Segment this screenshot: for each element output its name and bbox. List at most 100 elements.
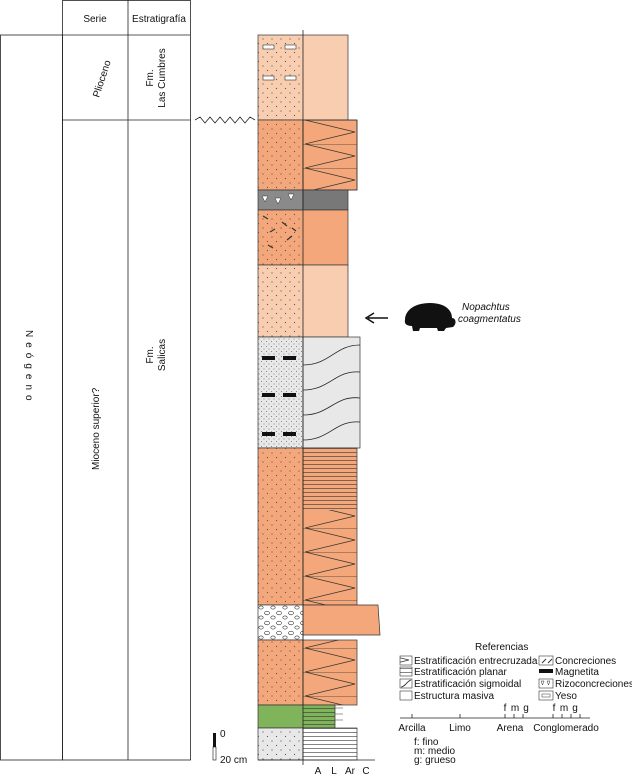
- shape: [538, 655, 554, 666]
- header-serie: Serie: [83, 14, 107, 25]
- shape: [283, 432, 296, 436]
- ticks: [335, 707, 343, 721]
- formation-line: Fm.: [145, 346, 156, 363]
- arrow: [364, 312, 388, 324]
- legend-item: Rizoconcreciones: [555, 679, 632, 690]
- cross-bedding: [303, 640, 357, 705]
- lithology: [258, 265, 303, 337]
- shape: [399, 655, 413, 666]
- sub-class: f: [553, 703, 556, 714]
- cross-bedding: [303, 510, 357, 605]
- sigmoidal: [302, 344, 361, 441]
- shape: [399, 666, 413, 677]
- formation-line: Fm.: [145, 69, 156, 86]
- sub-class: f: [504, 703, 507, 714]
- structure: [302, 604, 381, 636]
- grain-class: Arena: [497, 723, 524, 734]
- series-label: Mioceno superior?: [91, 387, 102, 470]
- legend-item: Concreciones: [555, 656, 616, 667]
- planar: [303, 728, 357, 760]
- formation-line: Salicas: [157, 339, 168, 371]
- structure: [302, 189, 349, 211]
- legend: Referencias Estratificación entrecruzada…: [399, 642, 632, 702]
- planar: [303, 705, 335, 728]
- lithology: [258, 448, 303, 605]
- legend-item: Estratificación planar: [414, 667, 507, 678]
- fossil-name: Nopachtus coagmentatus: [458, 302, 521, 325]
- unconformity: [194, 116, 256, 124]
- legend-title: Referencias: [475, 642, 528, 653]
- sub-class: m: [511, 703, 519, 714]
- grain-axis-label: A: [315, 766, 322, 777]
- shape: [399, 690, 413, 701]
- shape: [262, 75, 275, 81]
- shape: [262, 432, 275, 436]
- shape: [539, 669, 553, 673]
- fossil-line: coagmentatus: [458, 314, 521, 325]
- sub-class: g: [572, 703, 578, 714]
- shape: [262, 356, 275, 360]
- shape: [540, 680, 551, 686]
- lithology: [258, 728, 303, 760]
- rhizoconcretions: [261, 193, 295, 205]
- structure: [302, 336, 361, 449]
- concretions: [262, 215, 297, 249]
- lithology: [258, 210, 303, 265]
- shape: [538, 678, 554, 689]
- formation-line: Las Cumbres: [157, 48, 168, 107]
- fossil-marker: Nopachtus coagmentatus: [364, 302, 521, 331]
- scale-bar: 0 20 cm: [212, 729, 247, 766]
- sub-class: g: [523, 703, 529, 714]
- era-label: Neógeno: [23, 330, 34, 406]
- lithology: [258, 337, 303, 448]
- scale-label: 0: [220, 729, 226, 740]
- lithology: [258, 640, 303, 705]
- grain-class: Conglomerado: [533, 723, 599, 734]
- strat-column: A L Ar C: [257, 30, 381, 777]
- conglomerate: [258, 605, 303, 640]
- formation-label: Fm.Las Cumbres: [145, 48, 168, 107]
- shape: [284, 75, 297, 81]
- shape: [284, 44, 297, 50]
- cross-bedding: [302, 119, 358, 191]
- legend-item: Estratificación sigmoidal: [414, 679, 521, 690]
- grain-axis-label: C: [362, 766, 369, 777]
- gypsum: [262, 44, 297, 81]
- shape: [213, 733, 216, 747]
- grain-axis-label: L: [331, 766, 337, 777]
- legend-item: Magnetita: [555, 667, 599, 678]
- formation-label: Fm.Salicas: [145, 339, 168, 371]
- shape: [262, 393, 275, 397]
- legend-item: Yeso: [555, 691, 577, 702]
- fossil-line: Nopachtus: [462, 302, 510, 313]
- grain-class: Limo: [449, 723, 471, 734]
- shape: [411, 714, 581, 718]
- note: g: grueso: [414, 755, 456, 766]
- planar: [303, 448, 357, 510]
- table-frame: [62, 0, 191, 761]
- legend-item: Estructura masiva: [414, 691, 494, 702]
- shape: [541, 693, 551, 698]
- sub-class: m: [560, 703, 568, 714]
- grain-axis-label: Ar: [345, 766, 356, 777]
- note: m: medio: [414, 746, 456, 757]
- strat-table: Serie Estratigrafía Neógeno Plioceno Mio…: [0, 0, 256, 761]
- shape: [400, 679, 412, 688]
- lithology: [258, 120, 303, 190]
- grain-scale: f m g f m g Arcilla Limo Arena Conglomer…: [398, 703, 599, 766]
- shape: [212, 746, 217, 761]
- note: f: fino: [414, 737, 439, 748]
- shape: [541, 658, 553, 664]
- header-estratigrafia: Estratigrafía: [132, 14, 186, 25]
- shape: [283, 393, 296, 397]
- scale-label: 20 cm: [220, 755, 247, 766]
- magnetite: [262, 356, 296, 436]
- grain-class: Arcilla: [398, 723, 426, 734]
- series-label: Plioceno: [91, 59, 113, 99]
- legend-item: Estratificación entrecruzada: [414, 656, 538, 667]
- glyptodont-silhouette: [404, 303, 456, 331]
- shape: [262, 44, 275, 50]
- shape: [283, 356, 296, 360]
